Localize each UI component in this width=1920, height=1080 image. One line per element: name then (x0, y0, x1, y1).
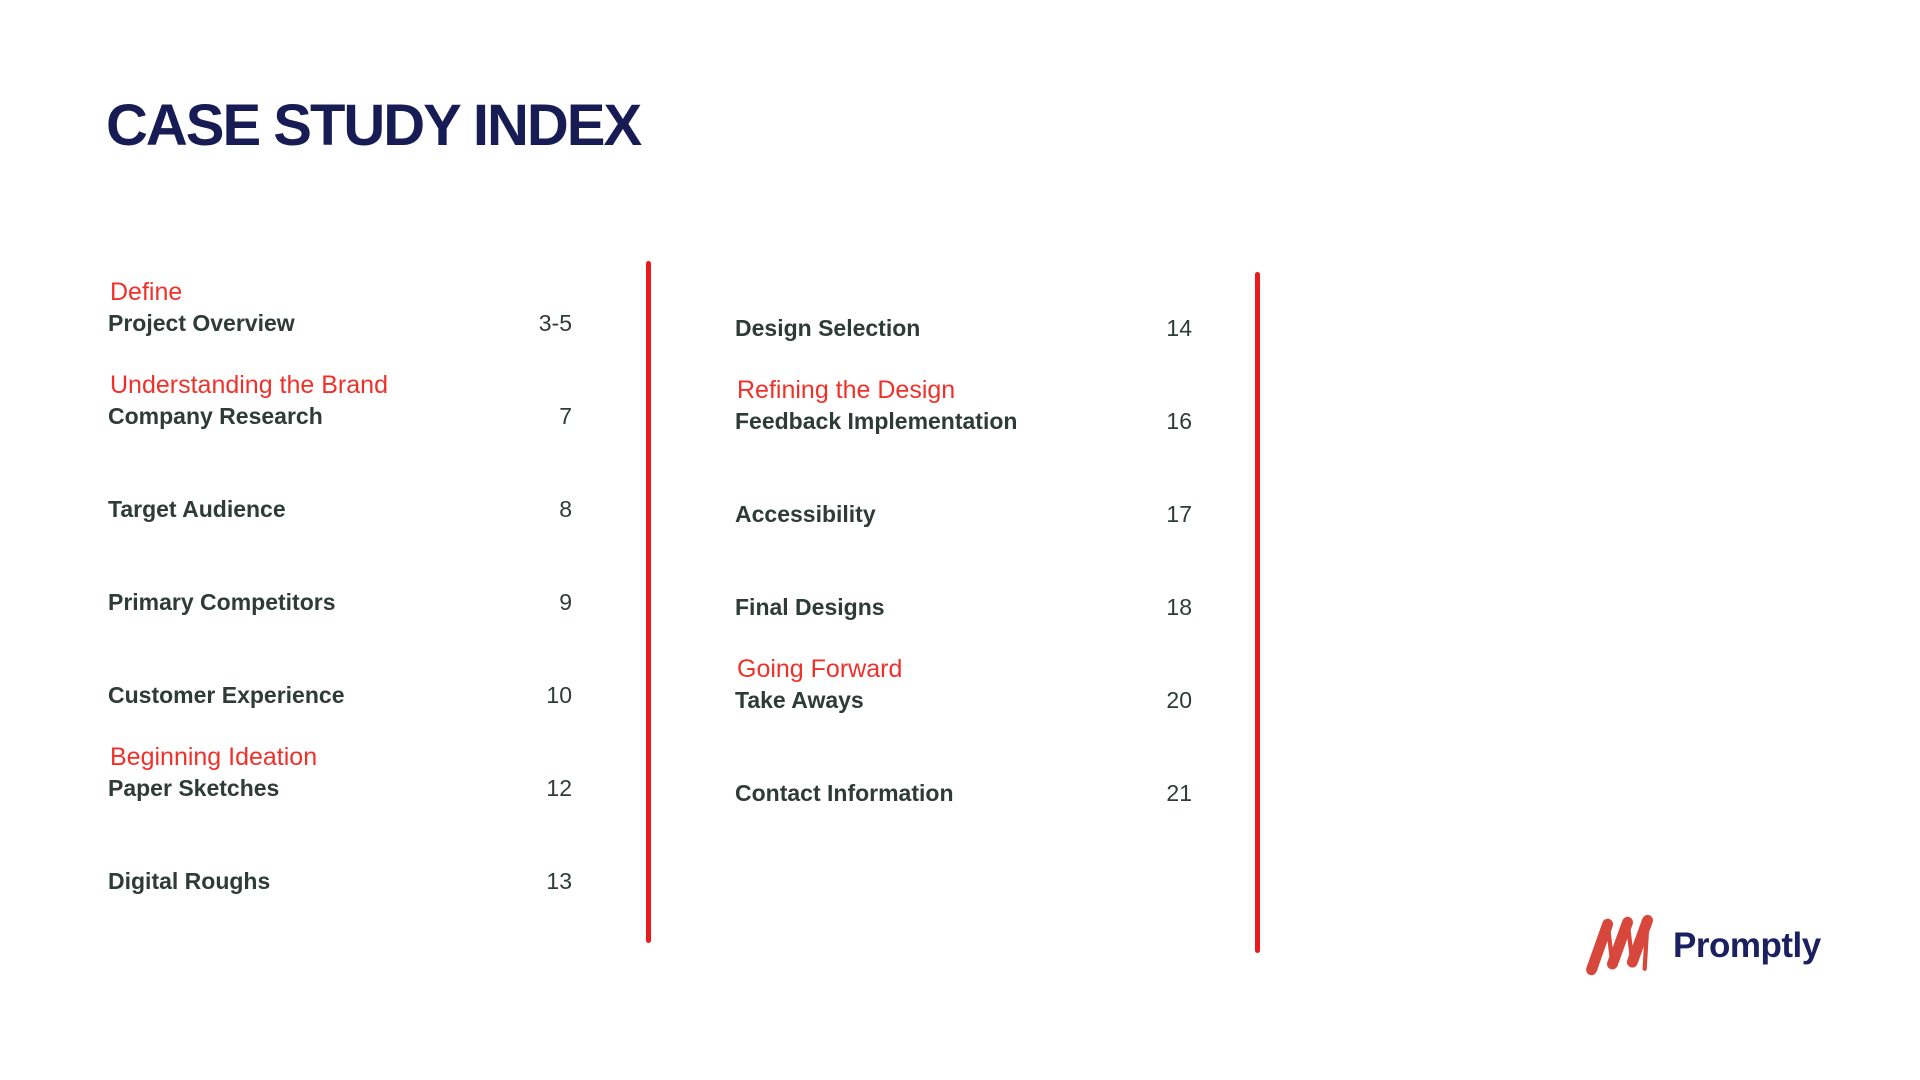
entry-page-number: 7 (559, 403, 572, 429)
logo-wordmark: Promptly (1673, 926, 1821, 965)
entry-label: Digital Roughs (108, 868, 271, 894)
index-column-right: Design Selection 14 Refining the Design Fee… (735, 315, 1192, 875)
index-entry: Understanding the Brand Company Research 7 (108, 371, 572, 435)
index-entry: Primary Competitors 9 (108, 589, 572, 621)
entry-label: Company Research (108, 403, 323, 429)
index-entry: Beginning Ideation Paper Sketches 12 (108, 743, 572, 807)
entry-label: Take Aways (735, 687, 864, 713)
section-heading: Going Forward (737, 655, 903, 683)
entry-page-number: 14 (1166, 315, 1192, 341)
index-entry: Contact Information 21 (735, 780, 1192, 812)
entry-page-number: 17 (1166, 501, 1192, 527)
entry-label: Paper Sketches (108, 775, 280, 801)
index-entry: Target Audience 8 (108, 496, 572, 528)
page-title: CASE STUDY INDEX (106, 93, 642, 158)
section-heading: Understanding the Brand (110, 371, 388, 399)
index-entry: Design Selection 14 (735, 315, 1192, 347)
entry-page-number: 20 (1166, 687, 1192, 713)
entry-label: Accessibility (735, 501, 876, 527)
entry-label: Primary Competitors (108, 589, 336, 615)
entry-page-number: 21 (1166, 780, 1192, 806)
index-entry: Define Project Overview 3-5 (108, 278, 572, 342)
entry-page-number: 18 (1166, 594, 1192, 620)
index-entry: Digital Roughs 13 (108, 868, 572, 900)
entry-label: Target Audience (108, 496, 286, 522)
index-column-left: Define Project Overview 3-5 Understanding t… (108, 278, 572, 910)
section-heading: Refining the Design (737, 376, 956, 404)
entry-label: Final Designs (735, 594, 885, 620)
entry-label: Design Selection (735, 315, 921, 341)
section-heading: Define (110, 278, 183, 306)
index-entry: Final Designs 18 (735, 594, 1192, 626)
index-entry: Going Forward Take Aways 20 (735, 655, 1192, 719)
entry-page-number: 12 (546, 775, 572, 801)
divider-line-left (646, 261, 651, 943)
entry-page-number: 8 (559, 496, 572, 522)
entry-page-number: 13 (546, 868, 572, 894)
entry-label: Project Overview (108, 310, 295, 336)
index-entry: Accessibility 17 (735, 501, 1192, 533)
entry-page-number: 9 (559, 589, 572, 615)
entry-page-number: 16 (1166, 408, 1192, 434)
entry-label: Feedback Implementation (735, 408, 1018, 434)
logo: Promptly (1583, 912, 1821, 980)
entry-page-number: 10 (546, 682, 572, 708)
section-heading: Beginning Ideation (110, 743, 318, 771)
divider-line-right (1255, 272, 1260, 953)
entry-page-number: 3-5 (538, 310, 572, 336)
index-entry: Refining the Design Feedback Implementati… (735, 376, 1192, 440)
index-entry: Customer Experience 10 (108, 682, 572, 714)
entry-label: Contact Information (735, 780, 954, 806)
scribble-m-icon (1586, 914, 1653, 976)
entry-label: Customer Experience (108, 682, 345, 708)
